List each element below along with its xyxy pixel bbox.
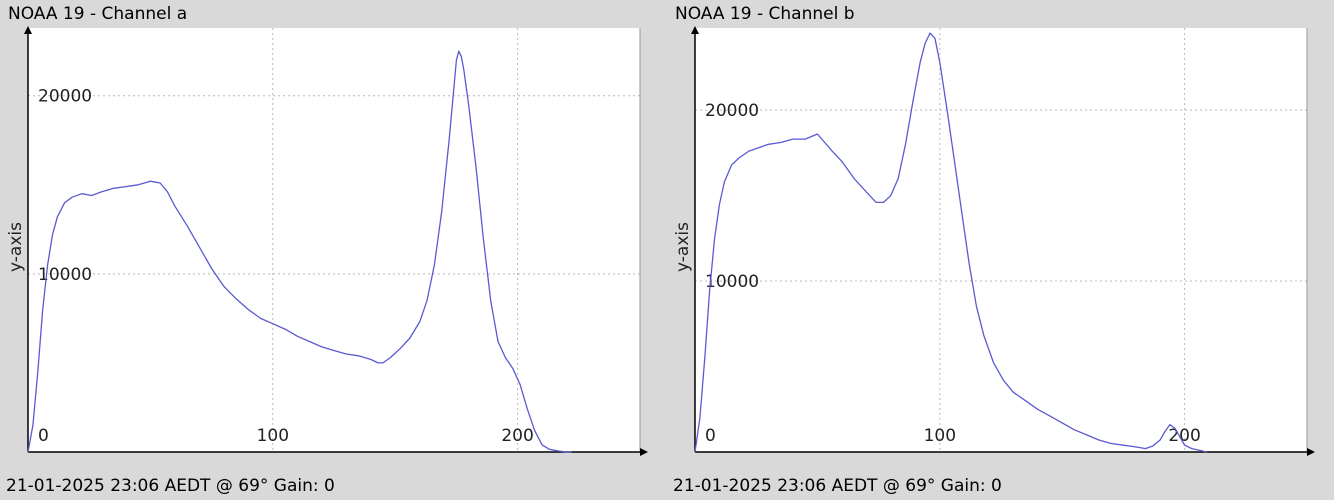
series-line: [27, 50, 572, 453]
channel-b-panel: NOAA 19 - Channel b 0 100 200 10000 20000 y-a…: [667, 0, 1334, 500]
plot-area: [28, 28, 640, 452]
y-tick-label: 10000: [705, 272, 759, 292]
y-axis-arrow: [691, 26, 699, 34]
channel-a-chart: 0 100 200 10000 20000 y-axis: [6, 26, 648, 456]
x-tick-label: 200: [501, 426, 533, 446]
x-tick-label: 0: [38, 426, 49, 446]
x-tick-label: 200: [1168, 426, 1200, 446]
y-tick-label: 10000: [38, 265, 92, 285]
plot-area: [695, 28, 1307, 452]
y-axis-arrow: [24, 26, 32, 34]
channel-b-chart: 0 100 200 10000 20000 y-axis: [673, 26, 1315, 456]
x-axis-arrow: [1307, 448, 1315, 456]
chart-title: NOAA 19 - Channel b: [675, 4, 855, 24]
y-axis-label: y-axis: [6, 222, 26, 272]
x-tick-label: 100: [257, 426, 289, 446]
chart-title: NOAA 19 - Channel a: [8, 4, 188, 24]
y-tick-label: 20000: [38, 87, 92, 107]
y-tick-label: 20000: [705, 101, 759, 121]
y-axis-label: y-axis: [673, 222, 693, 272]
x-tick-label: 0: [705, 426, 716, 446]
series-line: [694, 32, 1207, 453]
timestamp-footer: 21-01-2025 23:06 AEDT @ 69° Gain: 0: [6, 476, 335, 496]
x-tick-label: 100: [924, 426, 956, 446]
channel-a-panel: NOAA 19 - Channel a 0 100 200 10000 20000 y-a…: [6, 4, 648, 496]
timestamp-footer: 21-01-2025 23:06 AEDT @ 69° Gain: 0: [673, 476, 1002, 496]
x-axis-arrow: [640, 448, 648, 456]
